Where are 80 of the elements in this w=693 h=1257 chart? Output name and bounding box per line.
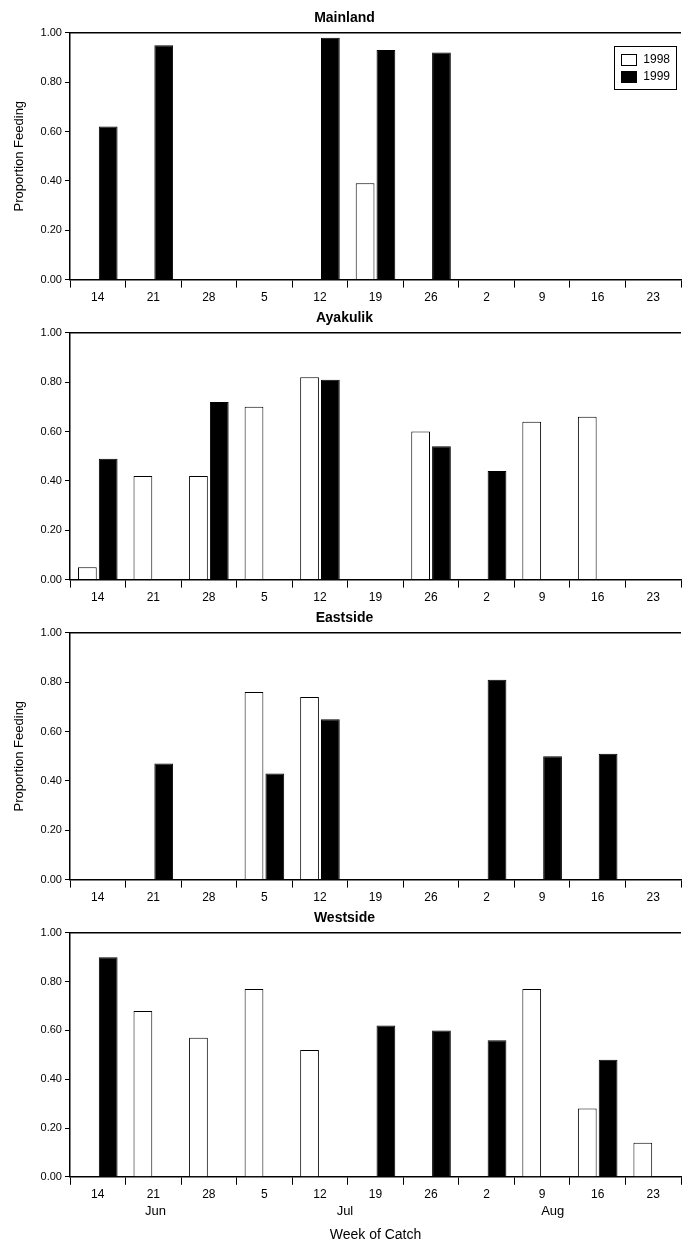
x-tick-label: 21 bbox=[146, 1187, 161, 1202]
y-tick-label: 1.00 bbox=[40, 325, 62, 338]
x-tick-label: 28 bbox=[202, 890, 216, 905]
y-tick-label: 1.00 bbox=[40, 25, 62, 38]
chart-title: Mainland bbox=[314, 9, 375, 26]
text: Aug bbox=[541, 1202, 565, 1218]
x-tick-label: 14 bbox=[91, 590, 105, 605]
y-tick-label: 0.20 bbox=[40, 1121, 62, 1134]
chart-title: Westside bbox=[313, 909, 376, 926]
x-tick-label: 2 bbox=[483, 1187, 491, 1202]
x-tick-label: 21 bbox=[146, 290, 161, 305]
y-tick-label: 0.40 bbox=[40, 173, 62, 186]
y-tick-label: 0.40 bbox=[40, 773, 62, 786]
x-tick-label: 23 bbox=[646, 1187, 661, 1202]
chart-title: Eastside bbox=[315, 609, 374, 626]
text: Jun bbox=[145, 1202, 167, 1218]
x-tick-label: 23 bbox=[646, 290, 661, 305]
y-tick-label: 0.60 bbox=[40, 1023, 62, 1036]
y-tick-label: 0.00 bbox=[40, 872, 62, 885]
x-tick-label: 21 bbox=[146, 590, 161, 605]
y-axis-title: Proportion Feeding bbox=[11, 100, 27, 212]
y-tick-label: 1.00 bbox=[40, 925, 62, 938]
x-tick-label: 16 bbox=[591, 890, 605, 905]
x-tick-label: 9 bbox=[538, 1187, 546, 1202]
x-axis-title: Week of Catch bbox=[329, 1226, 422, 1243]
text: Jul bbox=[336, 1202, 354, 1218]
x-tick-label: 26 bbox=[424, 1187, 439, 1202]
x-tick-label: 2 bbox=[483, 890, 491, 905]
x-tick-label: 16 bbox=[591, 290, 605, 305]
y-tick-label: 0.00 bbox=[40, 272, 62, 285]
chart-title: Ayakulik bbox=[315, 309, 374, 326]
x-tick-label: 9 bbox=[538, 590, 546, 605]
y-tick-label: 0.60 bbox=[40, 424, 62, 437]
y-tick-label: 0.40 bbox=[40, 473, 62, 486]
x-tick-label: 14 bbox=[91, 890, 105, 905]
x-tick-label: 28 bbox=[202, 590, 216, 605]
x-tick-label: 12 bbox=[313, 1187, 327, 1202]
y-tick-label: 1.00 bbox=[40, 625, 62, 638]
y-tick-label: 0.20 bbox=[40, 523, 62, 536]
x-tick-label: 26 bbox=[424, 890, 439, 905]
x-tick-label: 16 bbox=[591, 1187, 605, 1202]
y-tick-label: 0.00 bbox=[40, 1169, 62, 1182]
x-tick-label: 26 bbox=[424, 290, 439, 305]
x-tick-label: 5 bbox=[261, 890, 269, 905]
x-tick-label: 14 bbox=[91, 1187, 105, 1202]
y-axis-title: Proportion Feeding bbox=[11, 700, 27, 812]
x-tick-label: 2 bbox=[483, 290, 491, 305]
x-tick-label: 19 bbox=[368, 290, 383, 305]
y-tick-label: 0.20 bbox=[40, 223, 62, 236]
x-tick-label: 12 bbox=[313, 590, 327, 605]
y-tick-label: 0.80 bbox=[40, 974, 62, 987]
y-tick-label: 0.80 bbox=[40, 375, 62, 388]
legend-label: 1999 bbox=[643, 68, 670, 85]
x-tick-label: 28 bbox=[202, 1187, 216, 1202]
x-tick-label: 9 bbox=[538, 890, 546, 905]
x-tick-label: 12 bbox=[313, 890, 327, 905]
y-tick-label: 0.80 bbox=[40, 675, 62, 688]
y-tick-label: 0.60 bbox=[40, 124, 62, 137]
x-tick-label: 12 bbox=[313, 290, 327, 305]
y-tick-label: 0.60 bbox=[40, 724, 62, 737]
x-tick-label: 5 bbox=[261, 590, 269, 605]
x-tick-label: 19 bbox=[368, 890, 383, 905]
x-tick-label: 14 bbox=[91, 290, 105, 305]
x-tick-label: 23 bbox=[646, 890, 661, 905]
x-tick-label: 28 bbox=[202, 290, 216, 305]
x-tick-label: 23 bbox=[646, 590, 661, 605]
legend-label: 1998 bbox=[643, 51, 670, 68]
x-tick-label: 9 bbox=[538, 290, 546, 305]
x-tick-label: 5 bbox=[261, 1187, 269, 1202]
x-tick-label: 19 bbox=[368, 590, 383, 605]
y-tick-label: 0.40 bbox=[40, 1072, 62, 1085]
x-tick-label: 19 bbox=[368, 1187, 383, 1202]
x-tick-label: 21 bbox=[146, 890, 161, 905]
x-tick-label: 2 bbox=[483, 590, 491, 605]
x-tick-label: 5 bbox=[261, 290, 269, 305]
x-tick-label: 26 bbox=[424, 590, 439, 605]
y-tick-label: 0.20 bbox=[40, 823, 62, 836]
x-tick-label: 16 bbox=[591, 590, 605, 605]
y-tick-label: 0.00 bbox=[40, 572, 62, 585]
y-tick-label: 0.80 bbox=[40, 75, 62, 88]
